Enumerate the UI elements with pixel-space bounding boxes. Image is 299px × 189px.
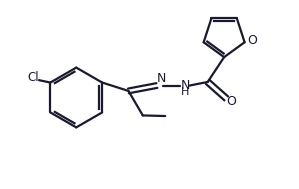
Text: H: H [181, 87, 190, 97]
Text: Cl: Cl [28, 71, 39, 84]
Text: N: N [181, 79, 190, 92]
Text: O: O [247, 34, 257, 47]
Text: O: O [227, 95, 237, 108]
Text: N: N [156, 72, 166, 85]
